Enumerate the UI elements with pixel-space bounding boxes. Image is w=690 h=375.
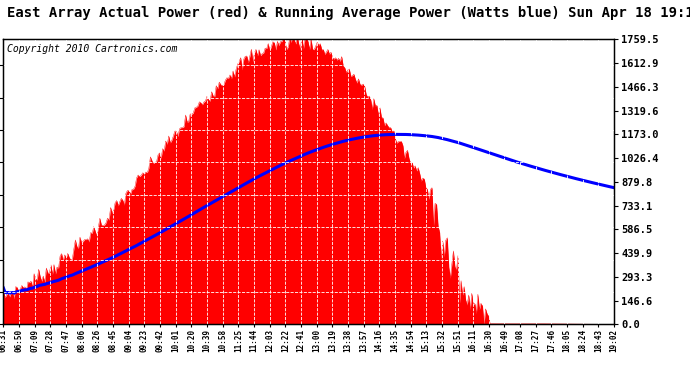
Text: East Array Actual Power (red) & Running Average Power (Watts blue) Sun Apr 18 19: East Array Actual Power (red) & Running …	[7, 6, 690, 20]
Text: Copyright 2010 Cartronics.com: Copyright 2010 Cartronics.com	[6, 44, 177, 54]
